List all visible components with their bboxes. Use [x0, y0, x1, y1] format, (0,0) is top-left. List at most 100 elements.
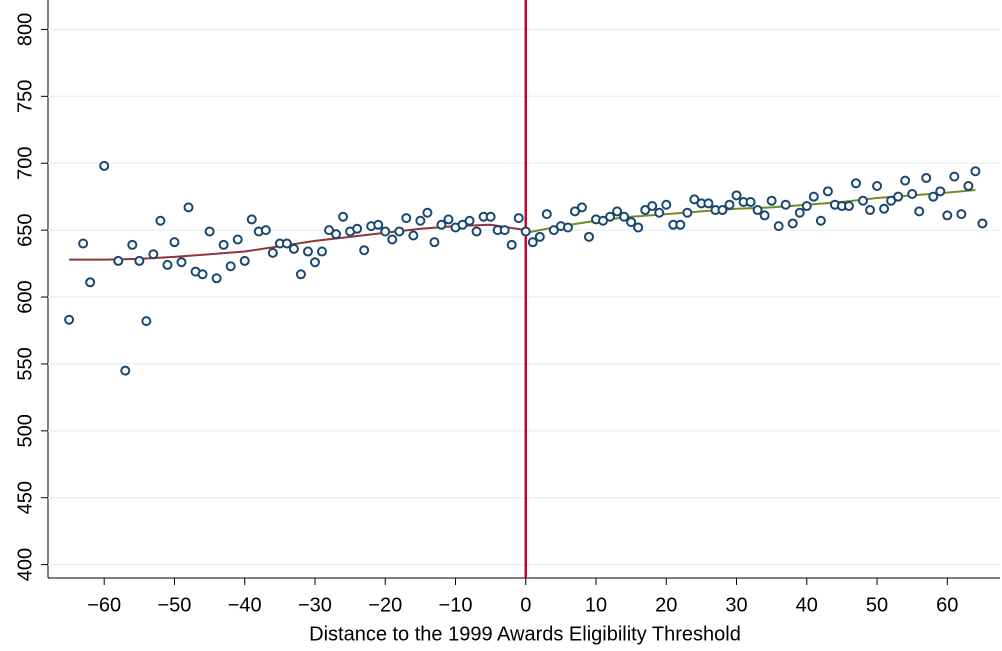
data-point [267, 247, 278, 258]
y-tick-label: 450 [14, 481, 36, 514]
data-point [436, 219, 447, 230]
data-point [731, 190, 742, 201]
data-point [155, 215, 166, 226]
data-point [359, 245, 370, 256]
y-tick-label: 600 [14, 280, 36, 313]
data-point [907, 189, 918, 200]
data-point [288, 243, 299, 254]
data-point [956, 209, 967, 220]
data-point [640, 205, 651, 216]
data-point [387, 234, 398, 245]
data-point [380, 226, 391, 237]
data-point [527, 237, 538, 248]
data-point [513, 213, 524, 224]
data-point [309, 257, 320, 268]
data-point [211, 273, 222, 284]
data-point [415, 215, 426, 226]
data-point [612, 206, 623, 217]
data-point [408, 230, 419, 241]
data-point [471, 226, 482, 237]
data-point [134, 255, 145, 266]
data-point [204, 226, 215, 237]
data-point [338, 211, 349, 222]
data-point [176, 257, 187, 268]
data-point [457, 219, 468, 230]
y-tick-label: 500 [14, 414, 36, 447]
data-point [239, 255, 250, 266]
x-tick-label: 0 [520, 594, 531, 616]
data-point [703, 198, 714, 209]
data-point [429, 237, 440, 248]
data-point [773, 221, 784, 232]
data-point [900, 175, 911, 186]
data-point [942, 210, 953, 221]
data-point [64, 314, 75, 325]
data-point [872, 180, 883, 191]
data-point [598, 215, 609, 226]
data-point [324, 225, 335, 236]
data-point [317, 246, 328, 257]
y-tick-label: 550 [14, 347, 36, 380]
y-tick-label: 800 [14, 13, 36, 46]
data-point [893, 191, 904, 202]
y-tick-label: 700 [14, 147, 36, 180]
data-point [443, 214, 454, 225]
data-point [260, 225, 271, 236]
data-point [801, 201, 812, 212]
data-point [794, 207, 805, 218]
x-tick-label: −40 [228, 594, 262, 616]
x-tick-label: 30 [725, 594, 747, 616]
data-point [724, 199, 735, 210]
data-point [169, 237, 180, 248]
x-tick-label: 40 [796, 594, 818, 616]
data-point [914, 206, 925, 217]
data-point [422, 207, 433, 218]
data-point [197, 269, 208, 280]
data-point [745, 197, 756, 208]
data-point [815, 215, 826, 226]
data-point [843, 201, 854, 212]
data-point [352, 223, 363, 234]
data-point [499, 225, 510, 236]
data-point [780, 199, 791, 210]
data-point [120, 365, 131, 376]
data-point [246, 214, 257, 225]
data-point [85, 277, 96, 288]
data-point [857, 195, 868, 206]
data-point [520, 226, 531, 237]
data-point [506, 239, 517, 250]
data-point [717, 205, 728, 216]
data-point [148, 249, 159, 260]
data-point [78, 238, 89, 249]
data-point [879, 203, 890, 214]
data-point [331, 229, 342, 240]
data-point [113, 255, 124, 266]
data-point [569, 206, 580, 217]
data-point [647, 201, 658, 212]
x-tick-label: −20 [368, 594, 402, 616]
x-tick-label: 20 [655, 594, 677, 616]
x-axis-title: Distance to the 1999 Awards Eligibility … [309, 623, 741, 645]
data-point [970, 166, 981, 177]
data-point [541, 209, 552, 220]
data-point [654, 207, 665, 218]
x-tick-label: −60 [87, 594, 121, 616]
data-point [886, 195, 897, 206]
data-point [232, 234, 243, 245]
data-point [661, 199, 672, 210]
data-point [928, 191, 939, 202]
data-point [576, 202, 587, 213]
data-point [689, 194, 700, 205]
data-point [808, 191, 819, 202]
data-point [865, 205, 876, 216]
data-point [675, 219, 686, 230]
data-point [949, 171, 960, 182]
data-point [99, 160, 110, 171]
data-point [295, 269, 306, 280]
data-point [682, 207, 693, 218]
data-point [373, 219, 384, 230]
y-tick-label: 750 [14, 80, 36, 113]
x-tick-label: −30 [298, 594, 332, 616]
data-point [619, 211, 630, 222]
data-point [562, 222, 573, 233]
